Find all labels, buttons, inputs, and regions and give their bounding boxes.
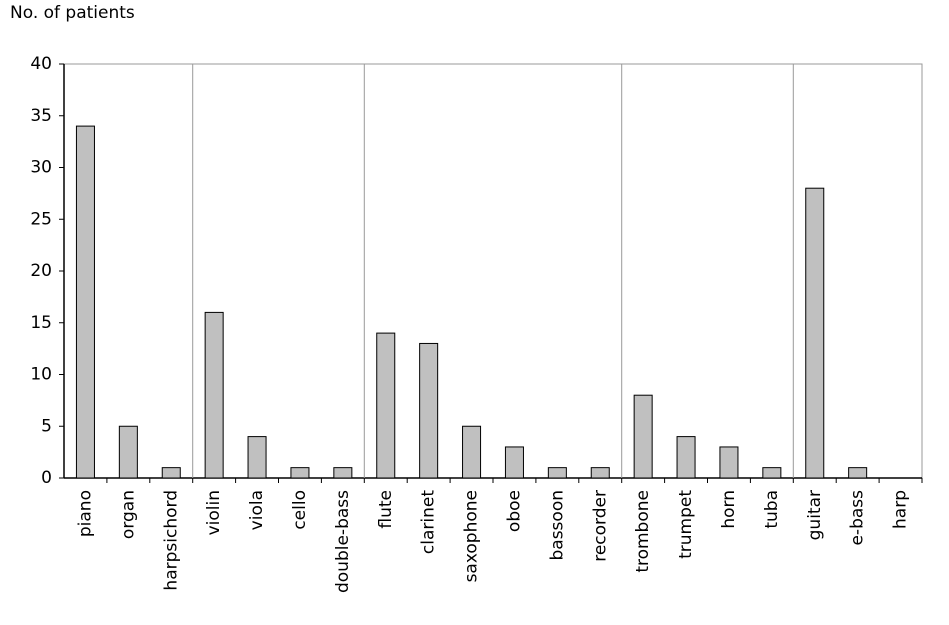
y-tick-label: 15: [30, 313, 52, 333]
bar: [247, 436, 267, 479]
bar: [676, 436, 696, 479]
bar: [633, 394, 653, 479]
bar: [75, 125, 95, 479]
bar: [462, 425, 482, 479]
x-tick-label: violin: [204, 490, 224, 535]
y-tick-label: 35: [30, 106, 52, 126]
bar: [333, 467, 353, 479]
x-tick-label: viola: [247, 490, 267, 530]
x-tick-label: flute: [376, 490, 396, 529]
bar: [161, 467, 181, 479]
x-tick-label: recorder: [590, 490, 610, 562]
y-tick-label: 25: [30, 209, 52, 229]
bar: [719, 446, 739, 479]
bar: [848, 467, 868, 479]
x-tick-label: double-bass: [333, 490, 353, 593]
x-tick-label: oboe: [504, 490, 524, 532]
x-tick-label: organ: [118, 490, 138, 539]
x-tick-label: guitar: [805, 490, 825, 540]
y-tick-label: 5: [41, 416, 52, 436]
x-tick-label: trumpet: [676, 490, 696, 559]
y-tick-label: 30: [30, 158, 52, 178]
bar: [590, 467, 610, 479]
y-tick-label: 0: [41, 468, 52, 488]
x-tick-label: cello: [290, 490, 310, 530]
y-tick-label: 40: [30, 54, 52, 74]
bar: [762, 467, 782, 479]
x-tick-label: tuba: [762, 490, 782, 529]
bar: [547, 467, 567, 479]
bar: [290, 467, 310, 479]
y-tick-label: 10: [30, 365, 52, 385]
x-tick-label: horn: [719, 490, 739, 529]
bar: [376, 332, 396, 479]
x-tick-label: harp: [891, 490, 911, 529]
y-axis-title: No. of patients: [10, 3, 135, 23]
bar: [504, 446, 524, 479]
bar: [805, 187, 825, 479]
y-tick-label: 20: [30, 261, 52, 281]
bar: [118, 425, 138, 479]
x-tick-label: e-bass: [848, 490, 868, 546]
bar: [419, 342, 439, 479]
x-tick-label: saxophone: [462, 490, 482, 582]
x-tick-label: bassoon: [547, 490, 567, 561]
x-tick-label: clarinet: [419, 490, 439, 554]
x-tick-label: piano: [75, 490, 95, 537]
x-tick-label: trombone: [633, 490, 653, 573]
x-tick-label: harpsichord: [161, 490, 181, 591]
bar: [204, 311, 224, 479]
